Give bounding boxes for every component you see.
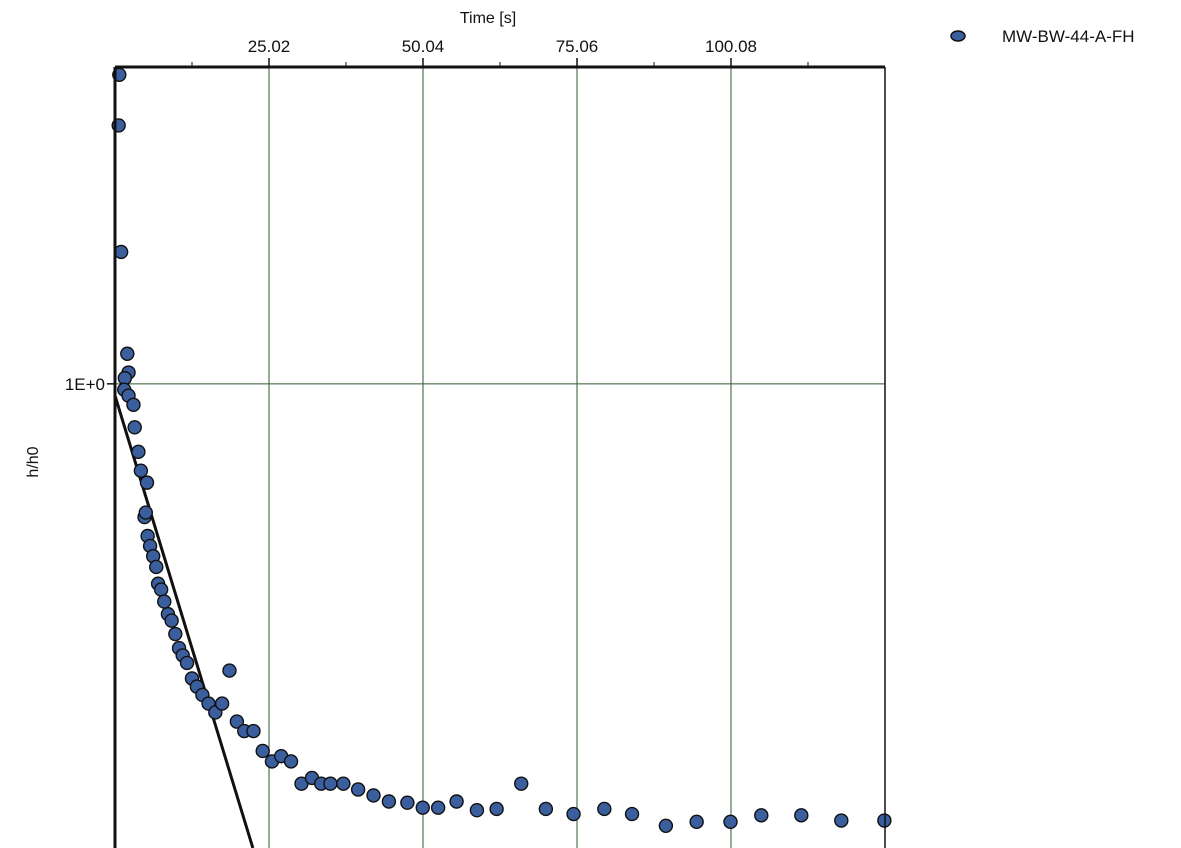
data-point <box>469 803 485 818</box>
legend-label: MW-BW-44-A-FH <box>1002 27 1135 46</box>
data-point <box>430 800 446 815</box>
data-point <box>400 795 415 810</box>
data-point <box>336 776 351 791</box>
x-tick-label: 75.06 <box>556 37 599 56</box>
data-point <box>139 475 155 490</box>
data-point <box>283 754 299 769</box>
data-point <box>157 594 172 609</box>
data-point <box>834 813 849 828</box>
data-points <box>111 67 892 834</box>
data-point <box>415 800 430 815</box>
data-point <box>138 505 153 520</box>
data-point <box>131 444 146 460</box>
grid <box>115 67 885 848</box>
plot-frame <box>113 65 886 848</box>
data-point <box>624 806 640 822</box>
data-point <box>723 814 738 830</box>
data-point <box>120 346 135 361</box>
data-point <box>168 626 183 642</box>
data-point <box>127 420 142 435</box>
data-point <box>366 788 381 803</box>
y-tick-label: 1E+0 <box>65 375 105 394</box>
data-point <box>754 808 769 823</box>
data-point <box>149 559 164 575</box>
fit-line-group <box>113 395 255 848</box>
data-point <box>222 663 237 678</box>
data-point <box>597 801 612 817</box>
data-point <box>350 782 366 797</box>
data-point <box>179 655 195 671</box>
data-point <box>255 743 270 759</box>
data-point <box>153 582 169 597</box>
data-point <box>381 794 397 809</box>
legend: MW-BW-44-A-FH <box>950 27 1135 46</box>
data-point <box>164 613 179 628</box>
legend-marker <box>950 30 966 42</box>
fit-line <box>113 395 255 848</box>
x-axis-title: Time [s] <box>460 10 516 27</box>
data-point <box>126 397 141 412</box>
data-point <box>449 794 464 809</box>
data-point <box>689 814 704 830</box>
data-point <box>566 806 581 822</box>
data-point <box>489 801 504 817</box>
data-point <box>113 244 129 260</box>
y-axis-ticks: 1E+0 <box>65 375 115 394</box>
data-point <box>229 714 245 729</box>
data-point <box>323 776 338 791</box>
data-point <box>538 801 554 817</box>
data-point <box>133 463 149 478</box>
data-point <box>658 818 674 834</box>
x-tick-label: 100.08 <box>705 37 757 56</box>
data-point <box>514 776 529 791</box>
y-axis-title: h/h0 <box>25 446 42 477</box>
x-tick-label: 25.02 <box>248 37 291 56</box>
data-point <box>794 808 809 823</box>
x-tick-label: 50.04 <box>402 37 445 56</box>
data-point <box>214 696 230 711</box>
data-point <box>246 723 261 739</box>
x-axis-ticks: 25.02 50.04 75.06 100.08 <box>191 37 809 67</box>
